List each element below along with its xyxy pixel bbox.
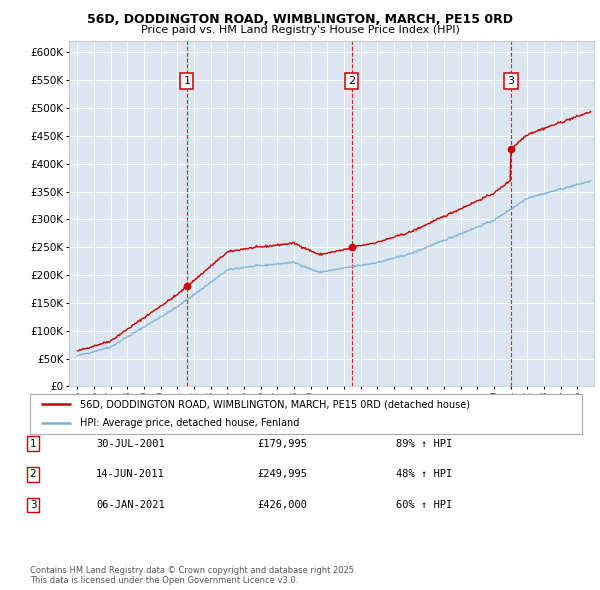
Text: 89% ↑ HPI: 89% ↑ HPI [396,439,452,448]
Text: £249,995: £249,995 [257,470,307,479]
Text: 56D, DODDINGTON ROAD, WIMBLINGTON, MARCH, PE15 0RD (detached house): 56D, DODDINGTON ROAD, WIMBLINGTON, MARCH… [80,399,470,409]
Text: 48% ↑ HPI: 48% ↑ HPI [396,470,452,479]
Text: £426,000: £426,000 [257,500,307,510]
Text: 56D, DODDINGTON ROAD, WIMBLINGTON, MARCH, PE15 0RD: 56D, DODDINGTON ROAD, WIMBLINGTON, MARCH… [87,13,513,26]
Text: 2: 2 [348,76,355,86]
Text: HPI: Average price, detached house, Fenland: HPI: Average price, detached house, Fenl… [80,418,299,428]
Text: £179,995: £179,995 [257,439,307,448]
Text: 1: 1 [29,439,37,448]
Text: 60% ↑ HPI: 60% ↑ HPI [396,500,452,510]
Text: 30-JUL-2001: 30-JUL-2001 [96,439,165,448]
Text: 06-JAN-2021: 06-JAN-2021 [96,500,165,510]
Text: 14-JUN-2011: 14-JUN-2011 [96,470,165,479]
Text: 3: 3 [29,500,37,510]
Text: Contains HM Land Registry data © Crown copyright and database right 2025.
This d: Contains HM Land Registry data © Crown c… [30,566,356,585]
Text: 1: 1 [184,76,190,86]
Text: 3: 3 [508,76,514,86]
Text: 2: 2 [29,470,37,479]
Text: Price paid vs. HM Land Registry's House Price Index (HPI): Price paid vs. HM Land Registry's House … [140,25,460,35]
